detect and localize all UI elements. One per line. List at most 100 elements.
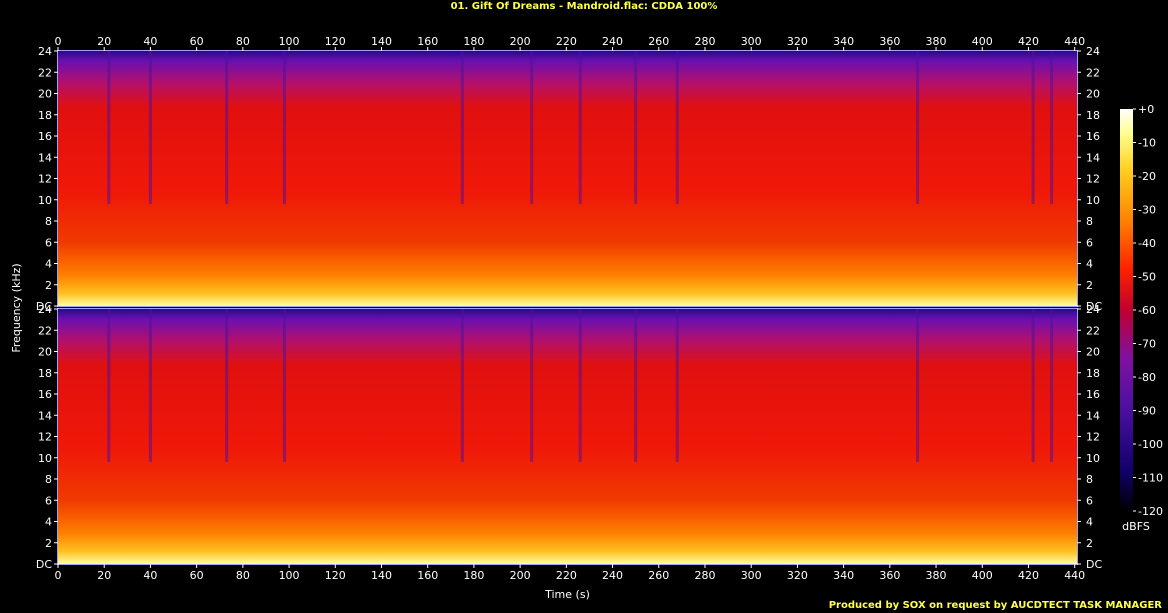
x-tick-label: 200 bbox=[510, 569, 531, 582]
quiet-band bbox=[225, 309, 229, 462]
y-tick-label: 2 bbox=[1086, 537, 1093, 550]
x-tick-label: 140 bbox=[371, 35, 392, 48]
quiet-band bbox=[460, 309, 464, 462]
colorbar-tick-label: -90 bbox=[1138, 405, 1156, 418]
y-tick-label: 20 bbox=[38, 346, 52, 359]
quiet-band bbox=[634, 309, 638, 462]
x-tick-label: 20 bbox=[97, 569, 111, 582]
x-tick-label: 0 bbox=[55, 35, 62, 48]
y-tick-label: 4 bbox=[1086, 516, 1093, 529]
x-tick-label: 120 bbox=[325, 35, 346, 48]
y-tick-label: 20 bbox=[1086, 88, 1100, 101]
spectrogram-fill bbox=[58, 51, 1077, 306]
quiet-band bbox=[634, 51, 638, 204]
quiet-band bbox=[282, 51, 286, 204]
quiet-band bbox=[578, 51, 582, 204]
x-tick-label: 400 bbox=[972, 35, 993, 48]
y-axis-label: Frequency (kHz) bbox=[10, 263, 23, 352]
x-tick-label: 420 bbox=[1018, 569, 1039, 582]
quiet-band bbox=[148, 309, 152, 462]
y-tick-label: DC bbox=[1086, 558, 1102, 571]
colorbar-tick-label: -70 bbox=[1138, 338, 1156, 351]
y-tick-label: 18 bbox=[1086, 109, 1100, 122]
y-tick-label: 14 bbox=[38, 409, 52, 422]
x-tick-label: 140 bbox=[371, 569, 392, 582]
x-tick-label: 100 bbox=[279, 35, 300, 48]
x-tick-label: 40 bbox=[143, 569, 157, 582]
quiet-band bbox=[530, 309, 534, 462]
y-tick-label: 16 bbox=[1086, 130, 1100, 143]
y-tick-label: 24 bbox=[1086, 45, 1100, 58]
spectrogram-fill bbox=[58, 309, 1077, 564]
quiet-band bbox=[282, 309, 286, 462]
x-tick-label: 60 bbox=[190, 569, 204, 582]
quiet-band bbox=[916, 51, 920, 204]
colorbar-label: dBFS bbox=[1122, 520, 1150, 533]
x-tick-label: 180 bbox=[463, 569, 484, 582]
y-tick-label: 10 bbox=[38, 452, 52, 465]
quiet-band bbox=[107, 309, 111, 462]
y-tick-label: 4 bbox=[45, 258, 52, 271]
quiet-band bbox=[1031, 309, 1035, 462]
x-tick-label: 180 bbox=[463, 35, 484, 48]
y-tick-label: 12 bbox=[38, 173, 52, 186]
quiet-band bbox=[1050, 51, 1054, 204]
y-tick-label: 8 bbox=[45, 473, 52, 486]
y-tick-label: 10 bbox=[1086, 452, 1100, 465]
x-tick-label: 160 bbox=[417, 35, 438, 48]
y-tick-label: 6 bbox=[1086, 236, 1093, 249]
x-tick-label: 260 bbox=[648, 35, 669, 48]
quiet-band bbox=[148, 51, 152, 204]
y-tick-label: 18 bbox=[38, 367, 52, 380]
x-tick-label: 340 bbox=[833, 569, 854, 582]
x-tick-label: 420 bbox=[1018, 35, 1039, 48]
x-tick-label: 20 bbox=[97, 35, 111, 48]
quiet-band bbox=[1031, 51, 1035, 204]
colorbar-tick-label: -30 bbox=[1138, 204, 1156, 217]
x-tick-label: 260 bbox=[648, 569, 669, 582]
y-tick-label: 2 bbox=[45, 537, 52, 550]
x-tick-label: 320 bbox=[787, 569, 808, 582]
colorbar-tick-label: -50 bbox=[1138, 271, 1156, 284]
y-tick-label: 6 bbox=[45, 236, 52, 249]
y-tick-label: 20 bbox=[1086, 346, 1100, 359]
y-tick-label: 10 bbox=[38, 194, 52, 207]
y-tick-label: 16 bbox=[38, 388, 52, 401]
y-tick-label: 24 bbox=[1086, 303, 1100, 316]
y-tick-label: 4 bbox=[1086, 258, 1093, 271]
y-tick-label: 8 bbox=[1086, 215, 1093, 228]
y-tick-label: 24 bbox=[38, 303, 52, 316]
y-tick-label: 22 bbox=[1086, 66, 1100, 79]
chart-title: 01. Gift Of Dreams - Mandroid.flac: CDDA… bbox=[450, 1, 718, 12]
y-tick-label: 14 bbox=[1086, 409, 1100, 422]
x-tick-label: 380 bbox=[926, 569, 947, 582]
quiet-band bbox=[916, 309, 920, 462]
x-tick-label: 200 bbox=[510, 35, 531, 48]
y-tick-label: 2 bbox=[1086, 279, 1093, 292]
quiet-band bbox=[675, 51, 679, 204]
quiet-band bbox=[578, 309, 582, 462]
plot-area bbox=[57, 50, 1078, 565]
x-tick-label: 300 bbox=[741, 35, 762, 48]
y-tick-label: 22 bbox=[38, 324, 52, 337]
x-tick-label: 360 bbox=[879, 569, 900, 582]
y-tick-label: 18 bbox=[1086, 367, 1100, 380]
y-tick-label: 4 bbox=[45, 516, 52, 529]
y-tick-label: 12 bbox=[1086, 431, 1100, 444]
x-tick-label: 120 bbox=[325, 569, 346, 582]
y-tick-label: 18 bbox=[38, 109, 52, 122]
y-tick-label: 16 bbox=[38, 130, 52, 143]
y-tick-label: 16 bbox=[1086, 388, 1100, 401]
x-tick-label: 360 bbox=[879, 35, 900, 48]
quiet-band bbox=[675, 309, 679, 462]
colorbar-tick-label: -80 bbox=[1138, 371, 1156, 384]
x-tick-label: 380 bbox=[926, 35, 947, 48]
colorbar-tick-label: -40 bbox=[1138, 237, 1156, 250]
x-tick-label: 240 bbox=[602, 35, 623, 48]
x-tick-label: 160 bbox=[417, 569, 438, 582]
y-tick-label: 22 bbox=[1086, 324, 1100, 337]
y-tick-label: 10 bbox=[1086, 194, 1100, 207]
credit-text: Produced by SOX on request by AUCDTECT T… bbox=[828, 600, 1162, 611]
